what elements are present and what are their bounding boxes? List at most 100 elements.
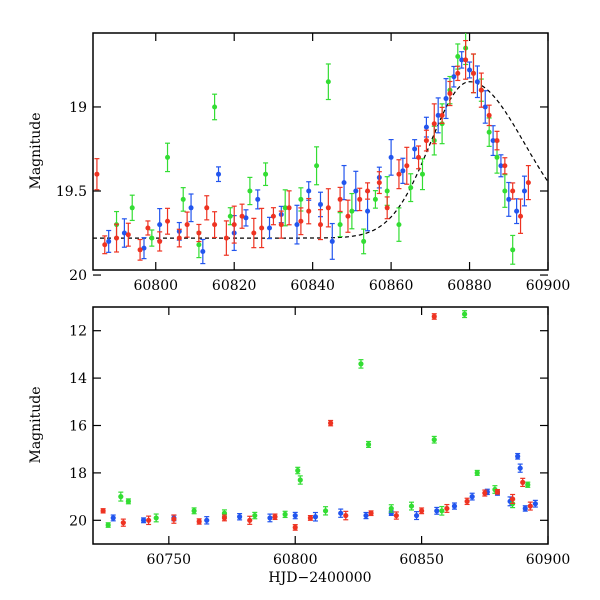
top-data-point [455,43,461,70]
bottom-data-point [125,498,131,505]
top-data-point [165,207,171,235]
top-data-point [419,158,425,191]
bottom-data-point [322,506,329,516]
bottom-data-point [105,522,111,528]
top-y-tick-label: 19.5 [56,184,87,200]
top-data-point [502,157,508,175]
top-data-point [200,238,206,265]
top-data-point [223,220,229,256]
top-data-point [439,106,445,124]
bottom-x-axis-label: HJD−2400000 [268,570,371,586]
bottom-y-tick-label: 18 [69,466,87,482]
bottom-data-point [408,501,415,511]
bottom-data-point [532,499,538,508]
bottom-y-tick-label: 14 [69,371,87,387]
top-y-tick-label: 19 [69,100,87,116]
bottom-y-tick-label: 20 [69,513,87,529]
top-data-point [416,145,422,170]
bottom-y-tick-label: 16 [69,419,87,435]
top-data-point [521,175,527,207]
top-data-point [357,187,363,212]
top-data-point [498,154,504,178]
top-data-point [372,190,378,209]
top-data-point [490,125,496,157]
bottom-data-point [153,513,159,523]
top-x-tick-label: 60860 [369,278,414,294]
top-data-point [470,53,476,94]
bottom-data-point [464,497,470,506]
bottom-data-point [297,475,303,485]
top-data-point [263,162,269,187]
bottom-data-point [393,511,399,520]
bottom-y-tick-label: 12 [69,324,87,340]
top-data-point [396,159,402,190]
bottom-y-axis-label: Magnitude [28,386,44,463]
bottom-data-point [520,477,526,488]
bottom-data-point [358,359,364,369]
bottom-data-point [517,463,523,473]
bottom-data-point [247,515,253,525]
top-data-point [212,93,218,121]
top-data-point [525,164,531,201]
bottom-data-point [431,435,437,444]
top-data-point [298,207,304,236]
top-data-point [337,212,343,238]
top-data-point [474,65,480,99]
top-data-point [404,146,410,185]
top-data-point [239,203,245,229]
bottom-data-point [295,466,301,475]
top-data-point [212,211,218,239]
top-data-point [478,72,484,108]
top-data-point [294,204,300,245]
bottom-data-point [482,489,488,497]
bottom-data-point [204,516,210,525]
top-data-point [129,194,135,222]
bottom-plot-frame [92,306,549,545]
top-x-tick-label: 60880 [447,278,492,294]
top-data-point [384,196,390,220]
bottom-data-point [461,310,468,319]
top-data-point [247,176,253,206]
bottom-data-point [196,518,202,525]
zoomed-light-curve-panel: 60800 60820 60840 60860 60880 60900 19 19.5 20 M… [28,32,570,294]
top-data-point [329,222,335,260]
top-data-point [184,211,190,238]
top-y-axis-label: Magnitude [28,112,44,189]
bottom-axis-ticks: 60750 60800 60850 60900 12 14 16 18 20 [69,307,570,568]
bottom-data-point [267,513,273,523]
top-data-point [196,223,202,243]
bottom-data-point [191,507,197,515]
bottom-data-point [120,518,126,527]
top-data-point [510,234,516,265]
bottom-data-point [237,513,243,521]
top-data-point [318,209,323,241]
bottom-data-point [363,511,369,520]
bottom-data-point [252,511,258,520]
top-axis-ticks: 60800 60820 60840 60860 60880 60900 19 19.5 20 [56,33,570,294]
top-data-point [376,171,382,195]
top-data-point [180,187,186,212]
top-data-point [137,238,143,261]
top-data-point [486,104,492,127]
top-data-point [157,231,163,252]
top-data-point [431,103,437,145]
bottom-x-tick-label: 60900 [526,552,571,568]
top-data-point [141,237,147,260]
bottom-data-point [118,491,124,502]
bottom-data-point [439,505,445,516]
top-data-point [341,164,347,201]
bottom-x-tick-label: 60750 [147,552,192,568]
top-data-point [106,229,112,253]
top-data-point [204,195,210,221]
bottom-data-point [307,514,313,521]
top-data-point [514,198,520,225]
top-data-point [408,173,414,203]
top-data-point [467,61,473,79]
top-data-point [149,229,155,247]
bottom-data-point [451,502,458,510]
top-data-point [306,181,312,201]
bottom-data-point [282,510,288,519]
top-data-point [125,222,131,247]
top-data-point [502,174,508,208]
bottom-data-point [469,492,475,501]
